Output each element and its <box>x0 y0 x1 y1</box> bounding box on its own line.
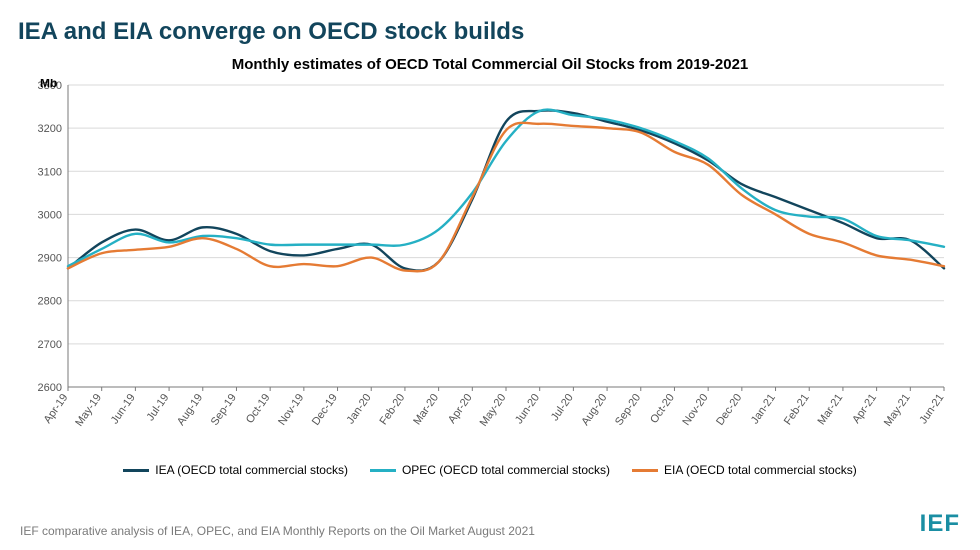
svg-text:2600: 2600 <box>38 382 62 394</box>
svg-text:3100: 3100 <box>38 166 62 178</box>
legend-label: IEA (OECD total commercial stocks) <box>155 463 348 477</box>
svg-text:Apr-21: Apr-21 <box>850 392 879 426</box>
svg-text:2800: 2800 <box>38 296 62 308</box>
svg-text:Jun-19: Jun-19 <box>109 392 138 426</box>
svg-text:Feb-21: Feb-21 <box>782 392 812 427</box>
svg-text:Jun-20: Jun-20 <box>513 392 542 426</box>
svg-text:Feb-20: Feb-20 <box>378 392 408 427</box>
source-note: IEF comparative analysis of IEA, OPEC, a… <box>20 524 535 538</box>
svg-text:Apr-20: Apr-20 <box>446 392 475 426</box>
chart-subtitle: Monthly estimates of OECD Total Commerci… <box>18 56 962 73</box>
svg-text:2700: 2700 <box>38 339 62 351</box>
legend-swatch <box>123 469 149 472</box>
svg-text:May-20: May-20 <box>478 392 509 429</box>
svg-text:Mar-21: Mar-21 <box>816 392 846 427</box>
svg-text:Nov-19: Nov-19 <box>276 392 306 428</box>
svg-text:May-19: May-19 <box>73 392 104 429</box>
legend-item: IEA (OECD total commercial stocks) <box>123 463 348 477</box>
svg-text:Jun-21: Jun-21 <box>917 392 946 426</box>
svg-text:Aug-20: Aug-20 <box>579 392 609 428</box>
svg-text:Mb: Mb <box>40 79 57 90</box>
svg-text:Sep-19: Sep-19 <box>209 392 239 428</box>
legend-label: EIA (OECD total commercial stocks) <box>664 463 857 477</box>
svg-text:May-21: May-21 <box>882 392 913 429</box>
svg-text:Dec-20: Dec-20 <box>714 392 744 428</box>
legend: IEA (OECD total commercial stocks) OPEC (… <box>18 463 962 477</box>
svg-text:Oct-19: Oct-19 <box>244 392 273 426</box>
ief-logo: IEF <box>920 510 960 538</box>
svg-text:Mar-20: Mar-20 <box>411 392 441 427</box>
legend-item: OPEC (OECD total commercial stocks) <box>370 463 610 477</box>
main-title: IEA and EIA converge on OECD stock build… <box>18 18 962 46</box>
legend-swatch <box>370 469 396 472</box>
svg-text:Oct-20: Oct-20 <box>648 392 677 426</box>
legend-item: EIA (OECD total commercial stocks) <box>632 463 857 477</box>
svg-text:Jan-20: Jan-20 <box>345 392 374 426</box>
svg-text:Jul-19: Jul-19 <box>145 392 172 423</box>
svg-text:Nov-20: Nov-20 <box>680 392 710 428</box>
line-chart-svg: 26002700280029003000310032003300MbApr-19… <box>18 79 958 459</box>
svg-text:Aug-19: Aug-19 <box>175 392 205 428</box>
svg-text:2900: 2900 <box>38 253 62 265</box>
svg-text:Jan-21: Jan-21 <box>749 392 778 426</box>
chart-area: 26002700280029003000310032003300MbApr-19… <box>18 79 958 459</box>
logo-text: IEF <box>920 510 960 537</box>
footer: IEF comparative analysis of IEA, OPEC, a… <box>20 510 960 538</box>
legend-label: OPEC (OECD total commercial stocks) <box>402 463 610 477</box>
svg-text:Apr-19: Apr-19 <box>42 392 71 426</box>
svg-text:Dec-19: Dec-19 <box>310 392 340 428</box>
svg-text:3200: 3200 <box>38 123 62 135</box>
svg-text:Sep-20: Sep-20 <box>613 392 643 428</box>
chart-container: IEA and EIA converge on OECD stock build… <box>0 0 980 550</box>
svg-text:3000: 3000 <box>38 209 62 221</box>
legend-swatch <box>632 469 658 472</box>
svg-text:Jul-20: Jul-20 <box>549 392 576 423</box>
